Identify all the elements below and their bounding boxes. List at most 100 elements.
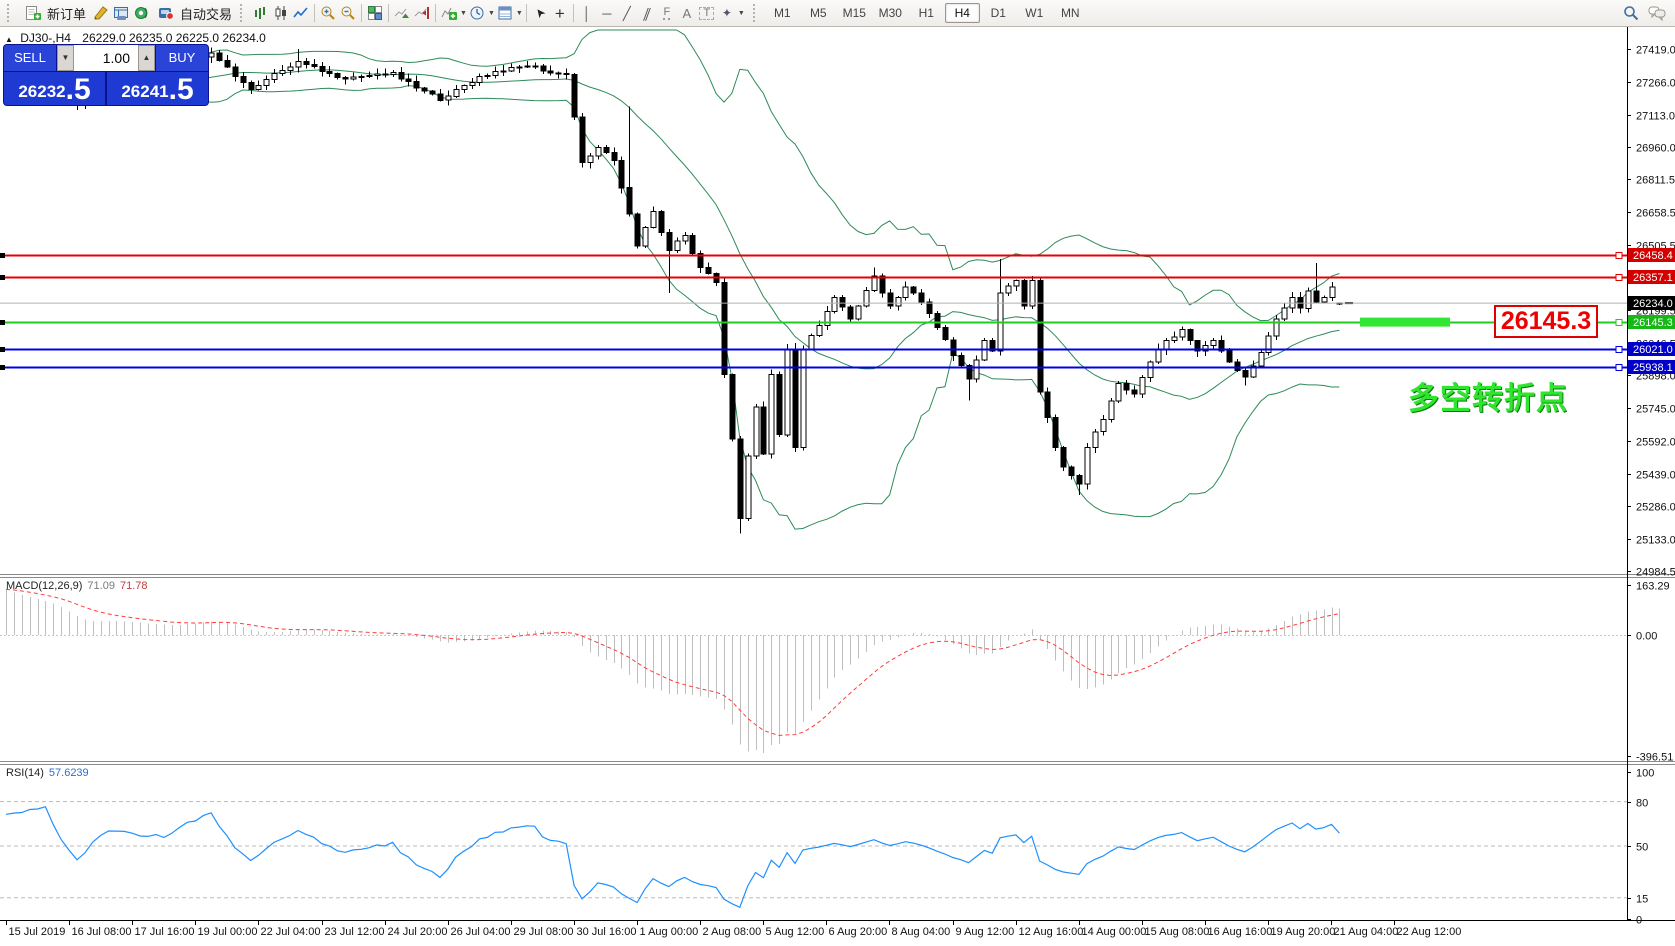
search-icon[interactable]	[1621, 3, 1641, 23]
price-chart[interactable]: 27419.0 27266.0 27113.0 26960.0 26811.5 26658…	[0, 27, 1675, 946]
fibonacci-icon[interactable]: F	[663, 5, 671, 20]
candlestick-chart-icon[interactable]	[271, 3, 291, 23]
toolbar-separator	[572, 4, 574, 22]
buy-button[interactable]: BUY	[155, 45, 208, 71]
volume-increase-button[interactable]: ▲	[138, 45, 155, 71]
toolbar-separator	[435, 4, 437, 22]
sell-price-frac: .5	[65, 73, 91, 105]
hline-25938.1[interactable]	[0, 364, 1627, 371]
time-tick-label: 9 Aug 12:00	[956, 926, 1015, 938]
time-tick-label: 24 Jul 20:00	[388, 926, 448, 938]
sell-price-button[interactable]: 26232 .5	[4, 71, 107, 105]
rsi-line	[5, 805, 1340, 909]
macd-indicator-label: MACD(12,26,9) 71.09 71.78	[6, 580, 147, 592]
hline-icon[interactable]: ─	[602, 5, 612, 21]
trendline-icon[interactable]: ╱	[622, 5, 631, 21]
toolbar-separator	[314, 4, 316, 22]
market-watch-icon[interactable]	[111, 3, 131, 23]
time-tick-label: 8 Aug 04:00	[892, 926, 951, 938]
price-tick-label: 25133.0	[1636, 535, 1675, 547]
price-tick-label: 100	[1636, 768, 1654, 780]
volume-input[interactable]	[74, 45, 138, 71]
axis-price-label-26357.1: 26357.1	[1628, 270, 1675, 284]
axis-price-label-26145.3: 26145.3	[1628, 315, 1675, 329]
autotrading-button[interactable]: 自动交易	[152, 2, 236, 24]
toolbar-separator	[388, 4, 390, 22]
price-tick-label: 15	[1636, 894, 1648, 906]
symbol-period: DJ30-,H4	[20, 31, 71, 45]
macd-histogram	[6, 589, 1340, 753]
support-zone-rect[interactable]	[1360, 317, 1450, 327]
turning-point-annotation[interactable]: 多空转折点	[1408, 381, 1568, 416]
label-icon[interactable]: T	[697, 3, 717, 23]
chart-shift-icon[interactable]	[412, 3, 432, 23]
cursor-icon[interactable]: ➤	[531, 4, 549, 22]
alerts-icon[interactable]	[131, 3, 151, 23]
hline-26145.3[interactable]	[0, 319, 1627, 326]
sell-button[interactable]: SELL	[4, 45, 57, 71]
tile-windows-icon[interactable]	[365, 3, 385, 23]
timeframe-button-m15[interactable]: M15	[842, 6, 866, 20]
rsi-indicator-label: RSI(14) 57.6239	[6, 767, 89, 779]
crosshair-icon[interactable]: +	[554, 3, 565, 23]
time-tick-label: 22 Aug 12:00	[1397, 926, 1462, 938]
timeframe-button-m1[interactable]: M1	[773, 6, 791, 20]
time-tick-label: 19 Aug 20:00	[1271, 926, 1336, 938]
macd-signal-value: 71.78	[119, 580, 148, 592]
bar-chart-icon[interactable]	[251, 3, 271, 23]
price-tick-label: 25745.0	[1636, 404, 1675, 416]
new-order-label: 新订单	[47, 6, 87, 22]
timeframe-button-d1[interactable]: D1	[990, 6, 1006, 20]
time-tick-label: 12 Aug 16:00	[1019, 926, 1084, 938]
dropdown-caret-icon[interactable]: ▼	[460, 9, 467, 17]
price-callout-label[interactable]: 26145.3	[1494, 305, 1598, 338]
timeframe-button-m30[interactable]: M30	[878, 6, 902, 20]
buy-price-frac: .5	[168, 73, 194, 105]
dropdown-caret-icon[interactable]: ▼	[487, 9, 495, 17]
templates-icon[interactable]	[495, 3, 515, 23]
timeframe-button-h4[interactable]: H4	[944, 3, 980, 23]
chart-region: 27419.0 27266.0 27113.0 26960.0 26811.5 26658…	[0, 27, 1675, 946]
price-tick-label: 0.00	[1636, 631, 1657, 643]
text-icon[interactable]: A	[682, 5, 692, 21]
ohlc-values: 26229.0 26235.0 26225.0 26234.0	[82, 31, 266, 45]
time-tick-label: 29 Jul 08:00	[514, 926, 574, 938]
indicators-icon[interactable]	[439, 3, 459, 23]
zoom-out-icon[interactable]	[338, 3, 358, 23]
axis-price-label-26234.0: 26234.0	[1628, 296, 1675, 310]
price-tick-label: 27113.0	[1636, 111, 1675, 123]
price-tick-label: 26960.0	[1636, 143, 1675, 155]
toolbar-separator	[240, 4, 248, 22]
hline-26458.4[interactable]	[0, 252, 1627, 259]
auto-scroll-icon[interactable]	[392, 3, 412, 23]
timeframe-button-mn[interactable]: MN	[1060, 6, 1080, 20]
line-chart-icon[interactable]	[291, 3, 311, 23]
price-tick-label: 27419.0	[1636, 45, 1675, 57]
dropdown-caret-icon[interactable]: ▼	[737, 9, 745, 17]
periods-icon[interactable]	[467, 3, 487, 23]
time-tick-label: 15 Aug 08:00	[1145, 926, 1210, 938]
channel-icon[interactable]: ∥	[640, 5, 653, 21]
time-tick-label: 16 Aug 16:00	[1208, 926, 1273, 938]
timeframe-button-w1[interactable]: W1	[1025, 6, 1044, 20]
price-tick-label: 24984.5	[1636, 567, 1675, 579]
axis-price-label-26021.0: 26021.0	[1628, 342, 1675, 356]
hline-26357.1[interactable]	[0, 274, 1627, 281]
new-order-button[interactable]: 新订单	[19, 2, 90, 24]
toolbar: 新订单 自动交易 ▼ ▼ ▼ ➤ + │ ─ ╱ ∥ F A T ✦ ▼ M1 M5 M15 M30 H1 H4 D1…	[0, 0, 1675, 27]
zoom-in-icon[interactable]	[318, 3, 338, 23]
time-tick-label: 1 Aug 00:00	[640, 926, 699, 938]
vline-icon[interactable]: │	[582, 5, 591, 21]
timeframe-button-m5[interactable]: M5	[809, 6, 827, 20]
toolbar-grip	[7, 4, 15, 22]
volume-decrease-button[interactable]: ▼	[57, 45, 74, 71]
timeframe-button-h1[interactable]: H1	[918, 6, 934, 20]
buy-price-button[interactable]: 26241 .5	[107, 71, 208, 105]
hline-26021.0[interactable]	[0, 346, 1627, 353]
chat-icon[interactable]	[1647, 3, 1667, 23]
shapes-icon[interactable]: ✦	[721, 6, 732, 20]
macd-signal-line	[5, 588, 1340, 736]
metaeditor-icon[interactable]	[91, 3, 111, 23]
price-tick-label: 25592.0	[1636, 437, 1675, 449]
dropdown-caret-icon[interactable]: ▼	[515, 9, 523, 17]
